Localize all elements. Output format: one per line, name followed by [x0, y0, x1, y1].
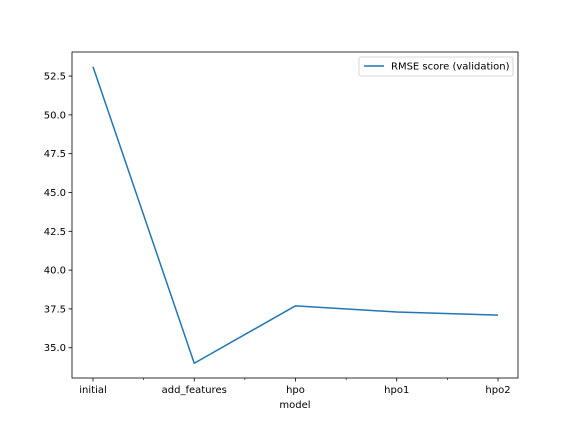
- x-tick-label: add_features: [162, 385, 227, 396]
- x-tick-label: hpo2: [485, 385, 510, 396]
- legend-box: [358, 56, 514, 77]
- legend: RMSE score (validation): [358, 56, 514, 77]
- plot-frame: [71, 51, 519, 379]
- plot-area: [72, 52, 518, 378]
- x-tick-label: hpo1: [384, 385, 409, 396]
- y-tick-label: 40.0: [44, 266, 66, 277]
- x-tick-label: initial: [79, 385, 107, 396]
- y-tick-label: 45.0: [44, 188, 66, 199]
- x-axis-label: model: [279, 400, 310, 411]
- x-axis-ticks: initial add_features hpo hpo1 hpo2: [79, 378, 511, 396]
- y-tick-label: 52.5: [44, 72, 66, 83]
- y-tick-label: 42.5: [44, 227, 66, 238]
- y-tick-label: 37.5: [44, 304, 66, 315]
- x-tick-label: hpo: [286, 385, 305, 396]
- y-axis-ticks: 35.0 37.5 40.0 42.5 45.0 47.5 50.0 52.5: [44, 72, 72, 354]
- legend-label: RMSE score (validation): [391, 62, 510, 73]
- y-tick-label: 50.0: [44, 110, 66, 121]
- y-tick-label: 47.5: [44, 149, 66, 160]
- y-tick-label: 35.0: [44, 343, 66, 354]
- series-lines: [92, 66, 499, 365]
